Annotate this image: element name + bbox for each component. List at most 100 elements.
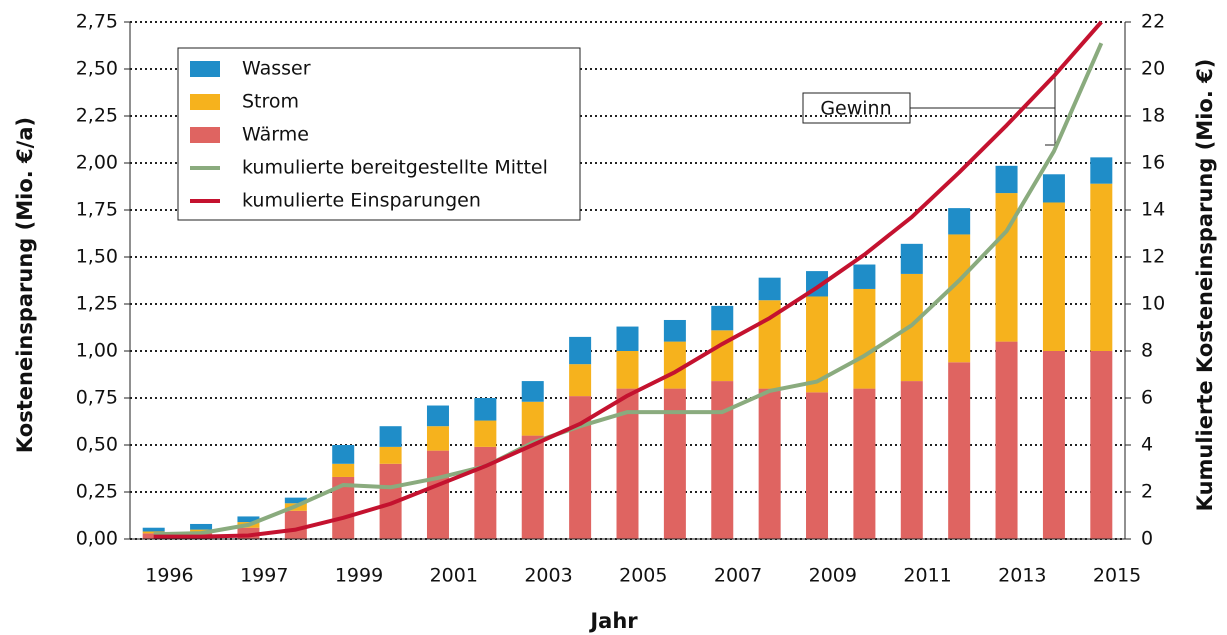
annotation-bracket — [910, 70, 1056, 146]
y2-tick-label: 4 — [1141, 434, 1153, 456]
legend-swatch — [190, 61, 220, 77]
bar — [237, 516, 260, 523]
y-tick-label: 0,75 — [76, 387, 118, 409]
bar — [332, 445, 355, 464]
y2-tick-label: 20 — [1141, 58, 1165, 80]
y2-tick-label: 18 — [1141, 105, 1165, 127]
bar — [995, 341, 1018, 539]
bar — [806, 296, 829, 393]
bar — [379, 463, 402, 539]
legend-label: kumulierte Einsparungen — [242, 190, 481, 212]
bar — [521, 381, 544, 402]
bar — [426, 450, 449, 539]
bar — [284, 510, 307, 539]
x-tick-label: 2001 — [430, 565, 478, 587]
legend-label: Wasser — [242, 58, 311, 80]
bar — [806, 392, 829, 539]
y2-tick-label: 16 — [1141, 152, 1165, 174]
y-tick-label: 1,00 — [76, 340, 118, 362]
y2-tick-label: 8 — [1141, 340, 1153, 362]
x-axis-label: Jahr — [588, 609, 638, 633]
bar — [948, 234, 971, 363]
y-tick-label: 1,25 — [76, 293, 118, 315]
legend-label: kumulierte bereitgestellte Mittel — [242, 157, 548, 179]
x-tick-label: 2007 — [714, 565, 762, 587]
bar — [616, 351, 639, 389]
y2-tick-label: 0 — [1141, 528, 1153, 550]
bar — [332, 476, 355, 539]
legend-label: Wärme — [242, 124, 309, 146]
x-tick-label: 2013 — [998, 565, 1046, 587]
bar — [853, 388, 876, 539]
bar — [995, 165, 1018, 194]
legend-swatch — [190, 94, 220, 110]
annotation: Gewinn — [820, 98, 891, 120]
bar — [948, 208, 971, 235]
bar — [569, 396, 592, 539]
bar — [1090, 157, 1113, 184]
legend-swatch — [190, 127, 220, 143]
bar — [190, 523, 213, 530]
y2-tick-label: 10 — [1141, 293, 1165, 315]
x-tick-label: 2003 — [524, 565, 572, 587]
y-tick-label: 0,00 — [76, 528, 118, 550]
bar — [900, 381, 923, 539]
bar — [616, 326, 639, 351]
y2-tick-label: 22 — [1141, 11, 1165, 33]
bar — [711, 381, 734, 539]
y-tick-label: 2,25 — [76, 105, 118, 127]
bar — [948, 362, 971, 539]
bar — [474, 398, 497, 421]
bar — [1090, 183, 1113, 351]
bar — [1042, 174, 1065, 203]
x-tick-label: 2005 — [619, 565, 667, 587]
bar — [379, 446, 402, 464]
y2-tick-label: 2 — [1141, 481, 1153, 503]
line — [153, 42, 1104, 537]
bar — [521, 401, 544, 436]
x-tick-label: 1996 — [145, 565, 193, 587]
x-tick-label: 1997 — [240, 565, 288, 587]
bar — [995, 193, 1018, 342]
bar — [1042, 202, 1065, 351]
bar — [616, 388, 639, 539]
bar — [284, 497, 307, 504]
y-tick-label: 0,50 — [76, 434, 118, 456]
legend-box — [177, 47, 581, 221]
bar — [853, 264, 876, 289]
y-tick-label: 2,50 — [76, 58, 118, 80]
bar — [1042, 351, 1065, 539]
bar — [663, 319, 686, 342]
bar — [237, 527, 260, 539]
bar — [379, 426, 402, 447]
bar — [758, 277, 781, 301]
bar — [521, 435, 544, 539]
y2-axis-label: Kumulierte Kosteneinsparung (Mio. €) — [1193, 59, 1217, 512]
y-tick-label: 2,00 — [76, 152, 118, 174]
bar — [853, 288, 876, 389]
bar — [426, 405, 449, 427]
y2-tick-label: 14 — [1141, 199, 1165, 221]
line — [153, 20, 1103, 539]
bar — [569, 364, 592, 397]
bar — [426, 426, 449, 451]
bar — [142, 527, 165, 532]
y-tick-label: 1,75 — [76, 199, 118, 221]
bar — [663, 388, 686, 539]
y-tick-label: 2,75 — [76, 11, 118, 33]
bar — [332, 463, 355, 477]
bar — [474, 420, 497, 447]
y-axis-label: Kosteneinsparung (Mio. €/a) — [13, 117, 37, 453]
bar — [663, 341, 686, 389]
legend-label: Strom — [242, 91, 299, 113]
annotation-box — [802, 92, 911, 124]
y2-tick-label: 12 — [1141, 246, 1165, 268]
x-tick-label: 2009 — [809, 565, 857, 587]
x-tick-label: 2011 — [903, 565, 951, 587]
bar — [900, 243, 923, 274]
y-tick-label: 0,25 — [76, 481, 118, 503]
y-tick-label: 1,50 — [76, 246, 118, 268]
bar — [569, 336, 592, 365]
x-tick-label: 2015 — [1093, 565, 1141, 587]
